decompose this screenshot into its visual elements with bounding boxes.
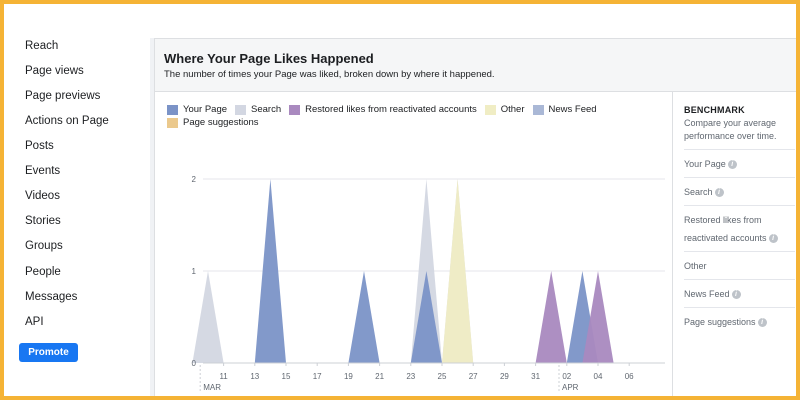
insights-sidebar: Reach Page views Page previews Actions o… [4, 38, 150, 396]
benchmark-item-page-suggestions[interactable]: Page suggestions i [684, 307, 795, 335]
sidebar-item-events[interactable]: Events [25, 165, 61, 177]
chart-legend: Your Page Search Restored likes from rea… [167, 103, 667, 129]
info-icon[interactable]: i [731, 290, 741, 300]
x-tick-label: 19 [344, 372, 353, 381]
sidebar-item-reach[interactable]: Reach [25, 40, 59, 52]
card-subtitle: The number of times your Page was liked,… [164, 69, 495, 80]
info-icon[interactable]: i [727, 160, 737, 170]
x-tick-label: 04 [594, 372, 603, 381]
benchmark-description: Compare your average performance over ti… [684, 118, 777, 141]
y-tick-label: 0 [192, 359, 197, 368]
x-tick-label: 02 [562, 372, 571, 381]
x-tick-label: 25 [438, 372, 447, 381]
sidebar-item-messages[interactable]: Messages [25, 291, 78, 303]
legend-item-news-feed[interactable]: News Feed [532, 104, 597, 115]
benchmark-item-other[interactable]: Other [684, 251, 795, 279]
top-bar [4, 4, 796, 38]
legend-item-other[interactable]: Other [484, 104, 525, 115]
sidebar-item-videos[interactable]: Videos [25, 190, 60, 202]
sidebar-item-stories[interactable]: Stories [25, 215, 61, 227]
benchmark-panel: BENCHMARK Compare your average performan… [684, 105, 795, 335]
info-icon[interactable]: i [768, 234, 778, 244]
legend-item-search[interactable]: Search [235, 104, 281, 115]
area-peak [535, 271, 567, 363]
x-tick-label: 31 [531, 372, 540, 381]
x-tick-label: 11 [219, 372, 228, 381]
x-tick-label: 13 [250, 372, 259, 381]
likes-area-chart: 0 1 2 11 13 15 17 19 21 23 25 27 29 31 02 04 06 MAR APR [192, 175, 665, 393]
area-peak [442, 179, 474, 363]
likes-source-card: Where Your Page Likes Happened The numbe… [154, 38, 796, 396]
x-tick-label: 17 [313, 372, 322, 381]
x-tick-label: 21 [375, 372, 384, 381]
sidebar-item-actions-on-page[interactable]: Actions on Page [25, 115, 109, 127]
sidebar-item-people[interactable]: People [25, 266, 61, 278]
x-tick-label: 06 [625, 372, 634, 381]
legend-item-page-suggestions[interactable]: Page suggestions [167, 117, 259, 128]
legend-swatch [167, 117, 178, 128]
legend-item-your-page[interactable]: Your Page [167, 104, 227, 115]
legend-item-restored-likes[interactable]: Restored likes from reactivated accounts [289, 104, 477, 115]
benchmark-item-search[interactable]: Search i [684, 177, 795, 205]
sidebar-item-groups[interactable]: Groups [25, 240, 63, 252]
sidebar-item-page-previews[interactable]: Page previews [25, 90, 101, 102]
main-content: Where Your Page Likes Happened The numbe… [150, 38, 796, 396]
area-peak [582, 271, 614, 363]
benchmark-item-news-feed[interactable]: News Feed i [684, 279, 795, 307]
area-peak [410, 271, 442, 363]
benchmark-title: BENCHMARK [684, 105, 745, 115]
x-tick-label: 23 [406, 372, 415, 381]
area-peak [254, 179, 286, 363]
card-title: Where Your Page Likes Happened [164, 51, 374, 66]
x-tick-label: 15 [282, 372, 291, 381]
legend-swatch [289, 104, 301, 115]
month-label: MAR [203, 383, 221, 392]
legend-swatch [484, 104, 496, 115]
card-header: Where Your Page Likes Happened The numbe… [155, 39, 796, 92]
benchmark-item-restored-likes[interactable]: Restored likes from reactivated accounts… [684, 205, 795, 251]
app-frame: Reach Page views Page previews Actions o… [4, 4, 796, 396]
sidebar-item-page-views[interactable]: Page views [25, 65, 84, 77]
benchmark-item-your-page[interactable]: Your Page i [684, 149, 795, 177]
y-tick-label: 1 [192, 267, 197, 276]
area-peak [348, 271, 380, 363]
x-tick-label: 27 [469, 372, 478, 381]
benchmark-divider [672, 91, 673, 396]
sidebar-item-api[interactable]: API [25, 316, 44, 328]
sidebar-item-posts[interactable]: Posts [25, 140, 54, 152]
y-tick-label: 2 [192, 175, 197, 184]
info-icon[interactable]: i [757, 318, 767, 328]
info-icon[interactable]: i [714, 188, 724, 198]
legend-swatch [532, 104, 544, 115]
legend-swatch [167, 104, 178, 115]
x-tick-label: 29 [500, 372, 509, 381]
promote-button[interactable]: Promote [19, 343, 78, 362]
month-label: APR [562, 383, 579, 392]
area-peak [192, 271, 224, 363]
legend-swatch [235, 104, 247, 115]
